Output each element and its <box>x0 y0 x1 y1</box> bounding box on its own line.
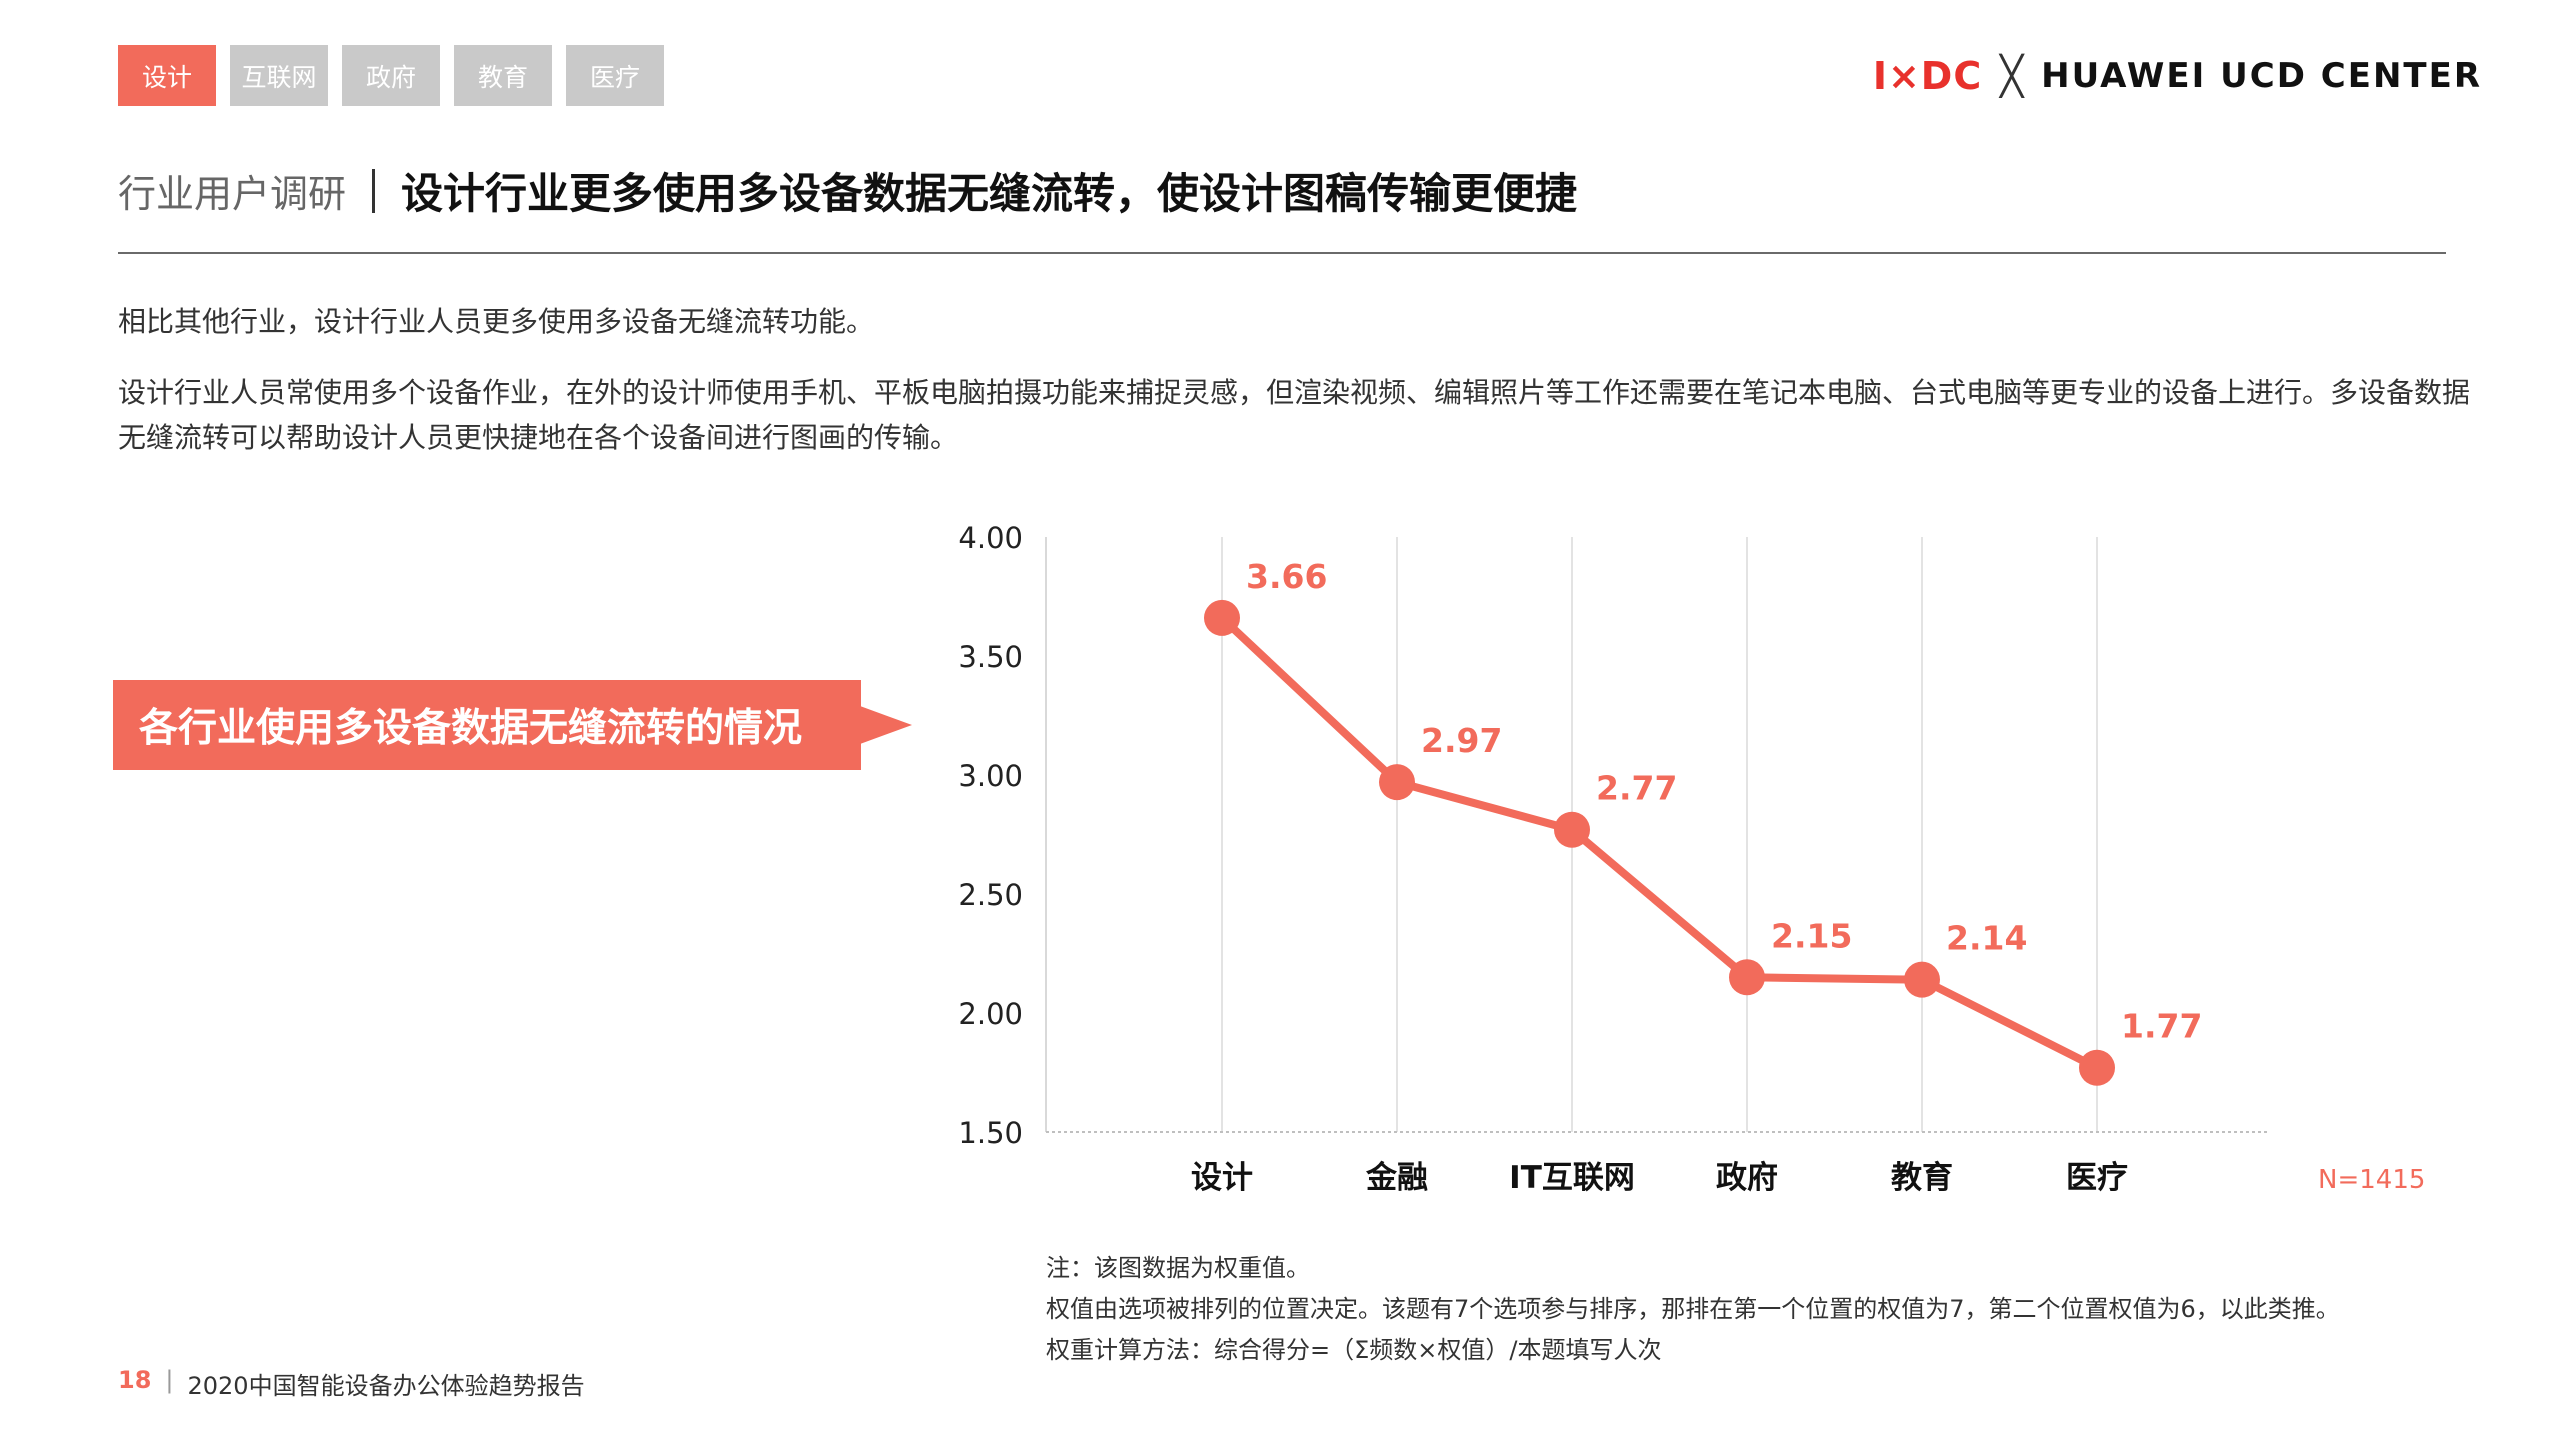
y-tick-label: 1.50 <box>958 1116 1023 1150</box>
data-point <box>1904 961 1940 998</box>
y-tick-label: 3.50 <box>958 640 1023 674</box>
data-label: 2.77 <box>1596 769 1677 808</box>
page-number: 18 <box>118 1366 152 1394</box>
note-line: 权值由选项被排列的位置决定。该题有7个选项参与排序，那排在第一个位置的权值为7，… <box>1046 1295 2340 1323</box>
data-point <box>1204 599 1240 636</box>
data-point <box>1379 764 1415 801</box>
x-tick-label: 设计 <box>1191 1160 1253 1196</box>
footer-divider: | <box>165 1366 174 1394</box>
tab-medical[interactable]: 医疗 <box>566 45 664 106</box>
x-tick-label: 教育 <box>1891 1160 1953 1196</box>
brand-header: I×DC ╳ HUAWEI UCD CENTER <box>1873 54 2482 98</box>
callout-arrow-icon <box>860 706 912 744</box>
chart-callout: 各行业使用多设备数据无缝流转的情况 <box>113 680 861 770</box>
series-line <box>1219 615 2099 1072</box>
header-divider <box>372 168 376 213</box>
data-label: 2.14 <box>1946 919 2027 958</box>
sample-size-label: N=1415 <box>2318 1165 2425 1195</box>
chart-notes: 注：该图数据为权重值。 权值由选项被排列的位置决定。该题有7个选项参与排序，那排… <box>1046 1248 2340 1371</box>
x-tick-label: 金融 <box>1365 1160 1428 1196</box>
y-tick-label: 2.00 <box>958 997 1023 1031</box>
data-point <box>1729 959 1765 996</box>
data-label: 2.97 <box>1421 721 1502 760</box>
tab-internet[interactable]: 互联网 <box>230 45 328 106</box>
y-tick-label: 3.00 <box>958 759 1023 793</box>
huawei-ucd-center-text: HUAWEI UCD CENTER <box>2041 56 2482 96</box>
x-tick-label: 政府 <box>1716 1160 1778 1196</box>
page-header: 行业用户调研 设计行业更多使用多设备数据无缝流转，使设计图稿传输更便捷 <box>118 160 1577 221</box>
industry-tabs: 设计 互联网 政府 教育 医疗 <box>118 45 664 106</box>
data-label: 1.77 <box>2121 1007 2202 1046</box>
data-point <box>2079 1049 2115 1086</box>
tab-government[interactable]: 政府 <box>342 45 440 106</box>
x-tick-label: IT互联网 <box>1509 1160 1635 1196</box>
y-tick-label: 2.50 <box>958 878 1023 912</box>
callout-text: 各行业使用多设备数据无缝流转的情况 <box>139 706 803 751</box>
intro-paragraph-2: 设计行业人员常使用多个设备作业，在外的设计师使用手机、平板电脑拍摄功能来捕捉灵感… <box>118 376 2471 454</box>
page-title: 设计行业更多使用多设备数据无缝流转，使设计图稿传输更便捷 <box>401 169 1578 218</box>
note-line: 权重计算方法：综合得分=（Σ频数×权值）/本题填写人次 <box>1046 1336 1662 1364</box>
x-tick-label: 医疗 <box>2066 1160 2128 1196</box>
page-footer: 18 | 2020中国智能设备办公体验趋势报告 <box>118 1366 585 1401</box>
data-label: 2.15 <box>1771 916 1852 955</box>
note-line: 注：该图数据为权重值。 <box>1046 1254 1310 1282</box>
report-title: 2020中国智能设备办公体验趋势报告 <box>187 1372 585 1400</box>
tab-design[interactable]: 设计 <box>118 45 216 106</box>
ixdc-logo: I×DC <box>1872 54 1983 98</box>
tab-education[interactable]: 教育 <box>454 45 552 106</box>
data-point <box>1554 811 1590 848</box>
intro-paragraph-1: 相比其他行业，设计行业人员更多使用多设备无缝流转功能。 <box>118 305 875 338</box>
data-label: 3.66 <box>1246 557 1327 596</box>
brand-cross-icon: ╳ <box>2000 54 2024 98</box>
line-chart: 1.50 2.00 2.50 3.00 3.50 4.00 设计 金融 IT互联网 政府 教育 医疗 3… <box>958 521 2425 1196</box>
section-label: 行业用户调研 <box>118 172 347 216</box>
header-rule <box>118 252 2446 254</box>
y-tick-label: 4.00 <box>958 521 1023 555</box>
